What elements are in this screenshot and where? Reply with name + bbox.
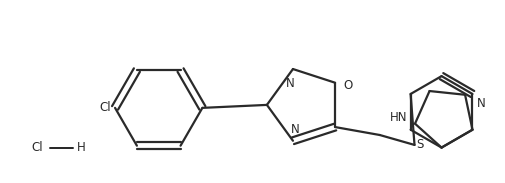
Text: Cl: Cl (32, 141, 43, 154)
Text: N: N (290, 123, 299, 136)
Text: N: N (476, 97, 484, 110)
Text: N: N (285, 77, 294, 90)
Text: Cl: Cl (99, 101, 111, 114)
Text: H: H (77, 141, 86, 154)
Text: HN: HN (389, 111, 407, 124)
Text: S: S (416, 138, 423, 151)
Text: O: O (342, 79, 351, 92)
